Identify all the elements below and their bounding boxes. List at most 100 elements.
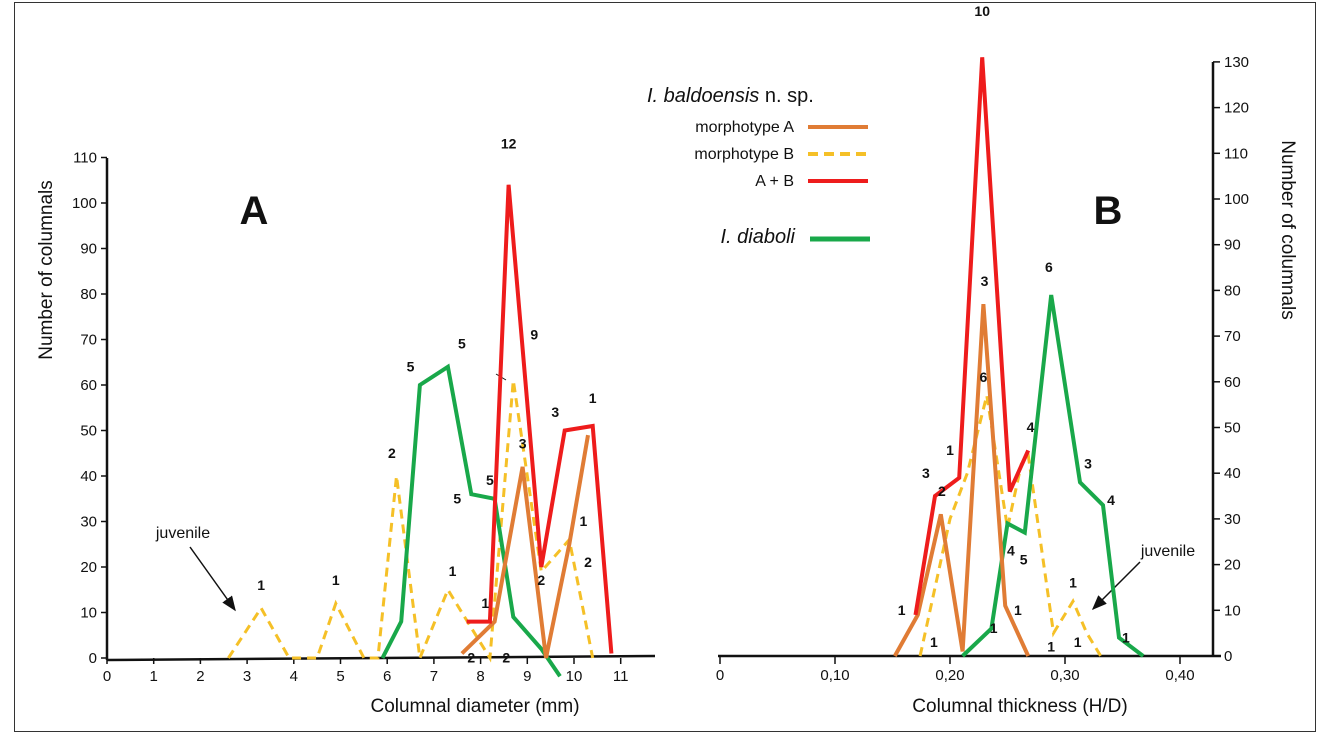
panel-b-y-tick-label: 40 [1224,465,1241,482]
panel-a-y-tick-label: 20 [80,559,97,576]
panel-a-axes: 0 1 2 3 4 5 6 7 8 9 10 11 0102030405060708090100110… [36,150,656,717]
legend-morph-b-label: morphotype B [694,146,794,163]
panel-a-value-label: 3 [551,404,559,420]
panel-a-value-label: 2 [467,650,475,666]
panel-b-x-tick-label: 0,10 [820,667,849,684]
panel-a-value-label: 1 [579,513,587,529]
panel-b-y-tick-label: 60 [1224,374,1241,391]
panel-b-value-label: 1 [930,634,938,650]
panel-b-y-tick-label: 30 [1224,511,1241,528]
panel-a-x-label: Columnal diameter (mm) [370,696,579,717]
figure-border [14,2,1316,732]
panel-a-y-tick-label: 90 [80,241,97,258]
panel-a-x-tick-label: 2 [196,668,204,685]
panel-a-y-tick-label: 50 [80,423,97,440]
panel-b-value-label: 1 [1014,602,1022,618]
panel-a-x-axis [106,654,656,662]
series-layer [227,57,1145,678]
panel-b-x-tick-label: 0,20 [935,667,964,684]
panel-b-value-label: 4 [1107,492,1115,508]
panel-b-y-tick-label: 120 [1224,100,1249,117]
panel-a-juvenile-label: juvenile [155,525,210,542]
panel-a-value-label: 2 [537,572,545,588]
panel-b-y-tick-label: 100 [1224,191,1249,208]
panel-a-x-tick-label: 10 [566,668,583,685]
panel-a-value-label: 1 [481,595,489,611]
panel-a-value-label: 12 [501,135,517,151]
panel-a-value-label: 2 [388,445,396,461]
panel-a-x-tick-label: 4 [290,668,298,685]
panel-a-y-label: Number of columnals [36,180,57,360]
panel-a-x-tick-label: 5 [336,668,344,685]
panel-b-value-label: 6 [1045,259,1053,275]
panel-b-y-tick-label: 50 [1224,420,1241,437]
panel-b-value-label: 1 [990,620,998,636]
panel-b-value-label: 4 [1007,542,1015,558]
panel-b-value-label: 1 [1047,638,1055,654]
panel-b-x-tick-label: 0 [716,667,724,684]
panel-a-x-tick-label: 9 [523,668,531,685]
panel-b-value-label: 2 [938,483,946,499]
panel-b-y-tick-label: 110 [1224,145,1248,162]
panel-b-juvenile-label: juvenile [1140,543,1195,560]
panel-b-value-label: 1 [946,442,954,458]
panel-b-y-tick-label: 70 [1224,328,1241,345]
panel-a-value-label: 1 [257,577,265,593]
panel-a-y-tick-label: 0 [89,650,97,667]
panel-a-series-a-b [466,184,614,654]
panel-b-juvenile-arrow [1091,561,1141,611]
panel-a-y-tick-label: 40 [80,468,97,485]
panel-b-axes: 0 0,10 0,20 0,30 0,40 0 10 20 30 40 50 60 70 80 90 100… [716,54,1298,717]
panel-a-x-tick-label: 7 [430,668,438,685]
legend-species-name: I. baldoensis [647,85,759,107]
panel-b-x-tick-label: 0,30 [1050,667,1079,684]
panel-b-y-label: Number of columnals [1277,140,1298,320]
panel-a-y-tick-label: 10 [80,605,97,622]
panel-b-y-tick-label: 90 [1224,237,1241,254]
panel-a-value-label: 5 [453,490,461,506]
panel-a-value-label: 9 [530,327,538,343]
panel-b-value-label: 1 [1069,574,1077,590]
panel-b-x-label: Columnal thickness (H/D) [912,696,1127,717]
panel-b-y-tick-label: 130 [1224,54,1249,71]
panel-b-value-label: 3 [981,273,989,289]
legend-diaboli-label: I. diaboli [721,226,796,248]
panel-b-series-morphotype-a [893,303,1031,657]
panel-a-series-morphotype-b [227,380,595,664]
panel-b-value-label: 1 [1074,634,1082,650]
panel-b-x-tick-label: 0,40 [1165,667,1194,684]
panel-b-value-label: 5 [1020,552,1028,568]
panel-a-y-tick-label: 60 [80,377,97,394]
panel-a-y-tick-label: 80 [80,286,97,303]
panel-b-series-i-diaboli [961,294,1145,658]
panel-b-y-tick-label: 0 [1224,648,1232,665]
panel-a-juvenile-arrow [189,546,236,612]
panel-a-value-label: 2 [502,650,510,666]
panel-a-value-label: 1 [589,390,597,406]
panel-b-value-label: 1 [898,602,906,618]
panel-b-value-label: 10 [974,3,990,19]
panel-b-y-tick-label: 80 [1224,282,1241,299]
panel-a-x-tick-label: 8 [476,668,484,685]
panel-b-y-tick-label: 10 [1224,602,1241,619]
panel-b-value-label: 1 [1122,629,1130,645]
legend: I. baldoensis n. sp. morphotype A morpho… [647,85,870,248]
panel-a-x-tick-label: 0 [103,668,111,685]
panel-a-value-label: 3 [519,436,527,452]
value-labels-layer: 1 121212555512932311211231103644511634111… [257,3,1130,665]
panel-a-y-tick-label: 100 [72,195,97,212]
panel-a-x-tick-label: 11 [613,668,629,685]
panel-a-letter: A [240,189,269,233]
panel-a-series-i-diaboli [380,363,562,678]
panel-a-y-tick-label: 30 [80,514,97,531]
panel-a-x-tick-label: 3 [243,668,251,685]
panel-a-y-tick-label: 110 [73,150,97,167]
legend-species-suffix: n. sp. [759,85,813,107]
panel-a-value-label: 1 [332,572,340,588]
panel-b-value-label: 3 [1084,456,1092,472]
panel-a-x-tick-label: 6 [383,668,391,685]
panel-a-value-label: 5 [458,336,466,352]
panel-a-y-tick-label: 70 [80,332,97,349]
